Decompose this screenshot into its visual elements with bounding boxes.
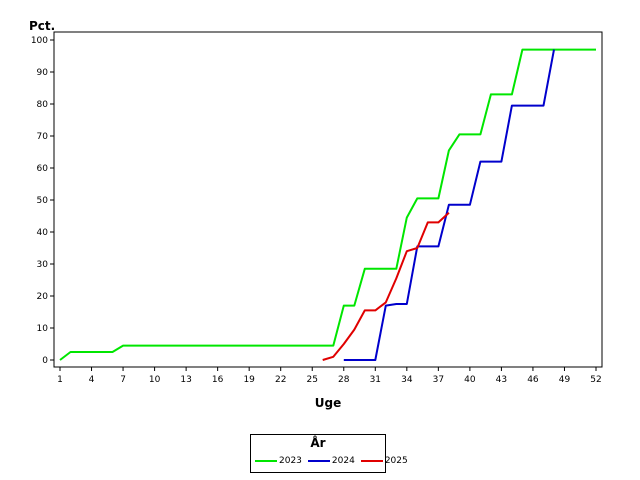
plot-frame	[53, 31, 603, 368]
x-tick-label: 22	[275, 375, 286, 385]
y-axis-title: Pct.	[29, 19, 55, 33]
y-tick-label: 80	[37, 100, 49, 110]
y-tick-label: 0	[42, 356, 48, 366]
x-tick-label: 10	[149, 375, 161, 385]
plot-area: 0 10 20 30 40 50 60 70 80 90 100 1 4 7 10 13 16 19 22 25 28 3…	[29, 19, 603, 410]
legend-item-2025: 2025	[360, 456, 408, 466]
x-tick-label: 13	[180, 375, 191, 385]
x-tick-label: 16	[212, 375, 224, 385]
y-tick-label: 20	[37, 292, 49, 302]
x-tick-label: 4	[89, 375, 95, 385]
x-tick-label: 28	[338, 375, 350, 385]
y-tick-label: 100	[31, 36, 48, 46]
y-tick-label: 30	[37, 260, 49, 270]
y-tick-label: 60	[37, 164, 49, 174]
x-tick-label: 40	[464, 375, 476, 385]
legend-label-2023: 2023	[279, 456, 302, 466]
legend-item-2023: 2023	[255, 456, 302, 466]
x-tick-label: 43	[496, 375, 507, 385]
x-tick-label: 49	[559, 375, 571, 385]
legend-swatch-2024	[307, 460, 330, 462]
legend-swatch-2023	[255, 460, 277, 462]
x-tick-label: 31	[370, 375, 381, 385]
y-tick-label: 10	[37, 324, 49, 334]
x-tick-label: 7	[120, 375, 126, 385]
legend-item-2024: 2024	[307, 456, 355, 466]
legend-title: År	[310, 436, 326, 450]
legend-label-2025: 2025	[384, 456, 408, 466]
series-line-2023	[59, 48, 596, 361]
x-axis-title: Uge	[315, 396, 341, 410]
legend-items: 2023 2024 2025	[255, 456, 408, 466]
y-tick-label: 90	[37, 68, 49, 78]
x-tick-label: 19	[243, 375, 255, 385]
y-tick-label: 70	[37, 132, 49, 142]
y-tick-label: 40	[37, 228, 49, 238]
series-line-2024	[343, 49, 555, 361]
x-tick-label: 52	[590, 375, 601, 385]
x-tick-label: 34	[401, 375, 413, 385]
legend: År 2023 2024 2025	[250, 434, 408, 473]
legend-swatch-2025	[360, 460, 383, 462]
x-tick-label: 46	[527, 375, 539, 385]
series-line-2025	[322, 212, 450, 361]
legend-label-2024: 2024	[331, 456, 355, 466]
x-tick-label: 25	[307, 375, 318, 385]
x-tick-label: 1	[57, 375, 63, 385]
y-tick-label: 50	[37, 196, 49, 206]
x-tick-label: 37	[433, 375, 444, 385]
